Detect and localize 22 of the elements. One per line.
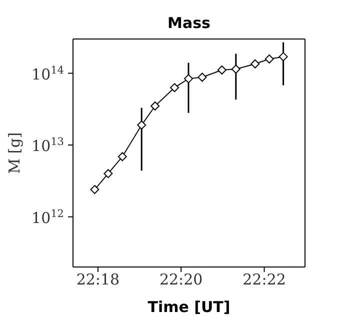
point bbox=[170, 83, 180, 92]
point bbox=[231, 64, 240, 74]
x-tick-label: 22:22 bbox=[242, 270, 286, 289]
y-tick-label: 10$^{14}$ bbox=[32, 64, 64, 84]
point bbox=[150, 101, 160, 110]
point bbox=[137, 120, 146, 130]
point bbox=[278, 52, 288, 62]
point bbox=[90, 185, 100, 194]
point bbox=[217, 65, 226, 74]
point bbox=[264, 54, 274, 64]
point bbox=[118, 152, 127, 162]
x-axis-title: Time [UT] bbox=[148, 298, 230, 316]
point bbox=[198, 72, 207, 82]
y-tick-label: 10$^{12}$ bbox=[32, 208, 64, 227]
y-axis-title: M [g] bbox=[5, 132, 24, 174]
chart-title: Mass bbox=[166, 14, 212, 32]
point bbox=[184, 74, 193, 84]
x-tick-label: 22:20 bbox=[159, 270, 203, 289]
y-tick-label: 10$^{13}$ bbox=[32, 136, 64, 156]
point bbox=[250, 59, 260, 68]
point bbox=[104, 169, 113, 178]
x-tick-label: 22:18 bbox=[76, 270, 120, 289]
